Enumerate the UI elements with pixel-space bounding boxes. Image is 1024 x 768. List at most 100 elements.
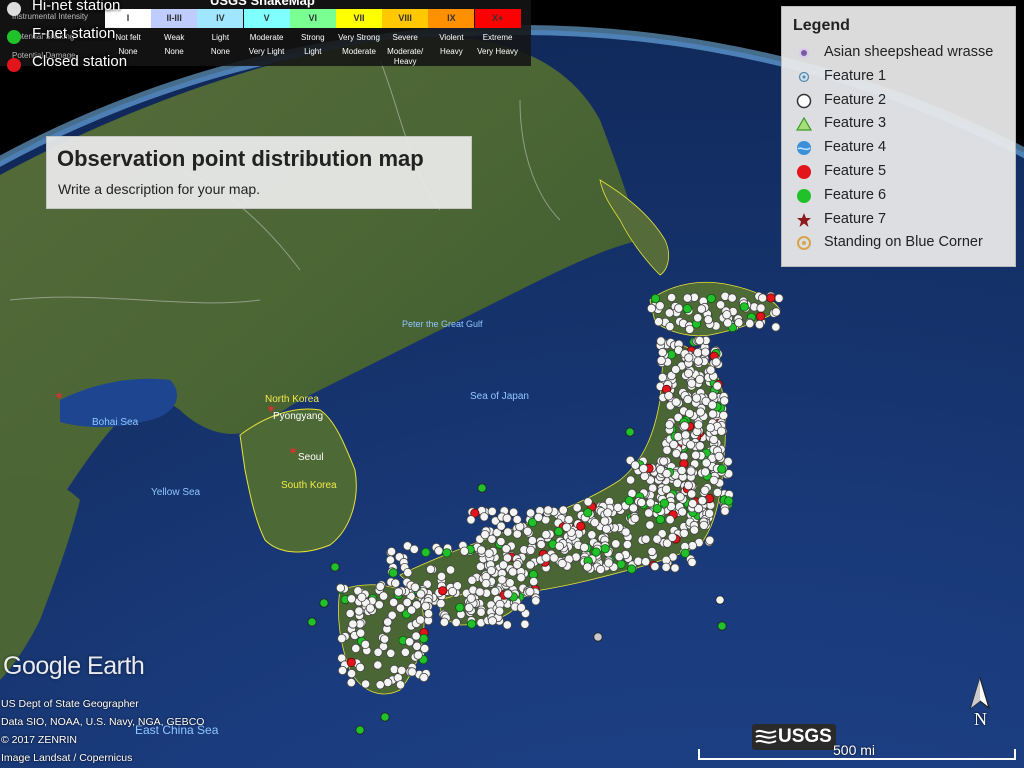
observation-point[interactable] bbox=[662, 445, 672, 455]
observation-point[interactable] bbox=[683, 368, 694, 378]
observation-point[interactable] bbox=[497, 575, 507, 585]
observation-point[interactable] bbox=[400, 647, 410, 657]
observation-point[interactable] bbox=[667, 532, 678, 542]
observation-point[interactable] bbox=[373, 647, 383, 657]
observation-point[interactable] bbox=[671, 397, 681, 407]
observation-point[interactable] bbox=[346, 677, 356, 688]
observation-point[interactable] bbox=[409, 544, 419, 554]
observation-point[interactable] bbox=[718, 410, 729, 420]
observation-point[interactable] bbox=[390, 578, 401, 588]
observation-point[interactable] bbox=[680, 548, 690, 558]
observation-point[interactable] bbox=[630, 513, 640, 524]
observation-point[interactable] bbox=[494, 606, 505, 616]
observation-point[interactable] bbox=[774, 293, 784, 303]
observation-point[interactable] bbox=[716, 426, 727, 436]
observation-point[interactable] bbox=[653, 317, 664, 327]
observation-point[interactable] bbox=[745, 318, 755, 329]
observation-point[interactable] bbox=[705, 535, 715, 545]
observation-point[interactable] bbox=[434, 546, 444, 556]
observation-point[interactable] bbox=[319, 598, 329, 608]
observation-point[interactable] bbox=[739, 302, 749, 312]
observation-point[interactable] bbox=[505, 578, 515, 588]
observation-point[interactable] bbox=[351, 643, 361, 654]
observation-point[interactable] bbox=[687, 541, 698, 551]
legend-item[interactable]: Asian sheepshead wrasse bbox=[792, 42, 1007, 64]
observation-point[interactable] bbox=[697, 496, 707, 506]
observation-point[interactable] bbox=[671, 364, 681, 375]
observation-point[interactable] bbox=[467, 575, 477, 585]
observation-point[interactable] bbox=[307, 617, 317, 627]
observation-point[interactable] bbox=[529, 576, 539, 587]
observation-point[interactable] bbox=[695, 407, 706, 417]
observation-point[interactable] bbox=[501, 544, 511, 554]
observation-point[interactable] bbox=[673, 412, 683, 422]
observation-point[interactable] bbox=[502, 620, 512, 630]
observation-point[interactable] bbox=[335, 583, 346, 593]
observation-point[interactable] bbox=[695, 335, 705, 346]
observation-point[interactable] bbox=[410, 582, 420, 592]
observation-point[interactable] bbox=[385, 555, 395, 565]
observation-point[interactable] bbox=[591, 547, 601, 557]
observation-point[interactable] bbox=[407, 667, 417, 677]
legend-item[interactable]: Feature 7 bbox=[792, 209, 1007, 231]
observation-point[interactable] bbox=[595, 564, 606, 575]
observation-point[interactable] bbox=[464, 603, 474, 613]
observation-point[interactable] bbox=[720, 506, 730, 516]
observation-point[interactable] bbox=[674, 303, 684, 313]
observation-point[interactable] bbox=[403, 567, 413, 578]
observation-point[interactable] bbox=[466, 593, 476, 603]
observation-point[interactable] bbox=[712, 487, 723, 497]
map-title-panel[interactable]: Observation point distribution map Write… bbox=[46, 136, 472, 209]
observation-point[interactable] bbox=[393, 587, 404, 597]
observation-point[interactable] bbox=[355, 662, 365, 673]
legend-item[interactable]: Feature 4 bbox=[792, 137, 1007, 159]
legend-item[interactable]: Feature 5 bbox=[792, 161, 1007, 183]
observation-point[interactable] bbox=[639, 471, 650, 481]
observation-point[interactable] bbox=[475, 561, 486, 572]
observation-point[interactable] bbox=[425, 564, 436, 574]
observation-point[interactable] bbox=[714, 451, 724, 461]
observation-point[interactable] bbox=[708, 391, 718, 401]
observation-point[interactable] bbox=[682, 304, 692, 314]
observation-point[interactable] bbox=[525, 587, 535, 597]
observation-point[interactable] bbox=[421, 547, 431, 558]
legend-item[interactable]: Feature 1 bbox=[792, 66, 1007, 88]
observation-point[interactable] bbox=[397, 665, 407, 676]
observation-point[interactable] bbox=[354, 606, 364, 616]
observation-point[interactable] bbox=[374, 600, 384, 610]
legend-item[interactable]: Feature 2 bbox=[792, 90, 1007, 112]
observation-point[interactable] bbox=[486, 565, 496, 576]
observation-point[interactable] bbox=[466, 619, 477, 629]
observation-point[interactable] bbox=[388, 568, 398, 578]
observation-point[interactable] bbox=[662, 468, 672, 479]
observation-point[interactable] bbox=[700, 467, 710, 477]
observation-point[interactable] bbox=[601, 524, 612, 534]
observation-point[interactable] bbox=[756, 311, 766, 321]
observation-point[interactable] bbox=[387, 610, 397, 620]
observation-point[interactable] bbox=[621, 527, 631, 537]
observation-point[interactable] bbox=[416, 589, 426, 599]
observation-point[interactable] bbox=[715, 300, 726, 310]
observation-point[interactable] bbox=[638, 463, 649, 474]
observation-point[interactable] bbox=[771, 322, 781, 332]
observation-point[interactable] bbox=[386, 546, 397, 557]
observation-point[interactable] bbox=[756, 303, 766, 313]
observation-point[interactable] bbox=[696, 304, 707, 314]
observation-point[interactable] bbox=[512, 514, 522, 525]
observation-point[interactable] bbox=[628, 503, 639, 513]
observation-point[interactable] bbox=[656, 336, 666, 346]
observation-point[interactable] bbox=[579, 542, 590, 553]
observation-point[interactable] bbox=[691, 393, 702, 403]
observation-point[interactable] bbox=[646, 303, 657, 313]
observation-point[interactable] bbox=[355, 725, 365, 735]
observation-point[interactable] bbox=[413, 650, 423, 660]
observation-point[interactable] bbox=[680, 421, 690, 431]
observation-point[interactable] bbox=[724, 496, 734, 506]
legend-item[interactable]: Feature 6 bbox=[792, 185, 1007, 207]
observation-point[interactable] bbox=[700, 347, 711, 357]
observation-point[interactable] bbox=[481, 578, 491, 589]
observation-point[interactable] bbox=[701, 458, 711, 468]
observation-point[interactable] bbox=[683, 480, 694, 490]
observation-point[interactable] bbox=[665, 321, 675, 332]
observation-point[interactable] bbox=[700, 485, 710, 495]
